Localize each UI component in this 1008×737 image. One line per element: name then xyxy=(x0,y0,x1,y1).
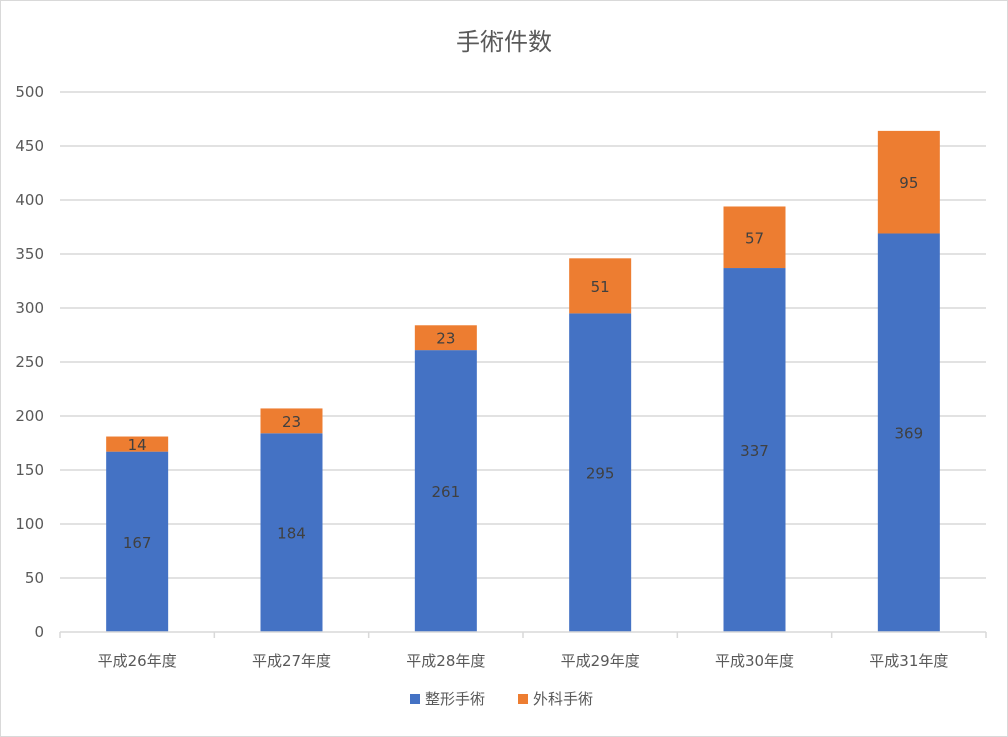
chart-title: 手術件数 xyxy=(456,28,552,56)
bar-segment-series-1 xyxy=(877,233,940,633)
bar-segment-series-1 xyxy=(569,313,632,632)
data-label: 51 xyxy=(591,278,610,296)
bar-segment-series-2 xyxy=(723,206,786,269)
bar-segment-series-1 xyxy=(414,350,477,632)
bar-segment-series-1 xyxy=(106,451,169,632)
data-label: 337 xyxy=(740,442,769,460)
legend-label: 外科手術 xyxy=(533,690,593,708)
bar-segment-series-1 xyxy=(723,268,786,632)
data-label: 57 xyxy=(745,229,764,247)
bar-segment-series-2 xyxy=(414,325,477,351)
legend-label: 整形手術 xyxy=(425,690,485,708)
data-label: 295 xyxy=(586,465,615,483)
y-tick-label: 500 xyxy=(15,83,44,101)
data-label: 184 xyxy=(277,525,306,543)
bar-segment-series-2 xyxy=(877,130,940,234)
data-label: 23 xyxy=(282,413,301,431)
y-tick-label: 300 xyxy=(15,299,44,317)
y-tick-label: 50 xyxy=(25,569,44,587)
y-tick-label: 450 xyxy=(15,137,44,155)
y-tick-label: 0 xyxy=(34,623,44,641)
grid-lines xyxy=(60,91,986,579)
x-category-label: 平成29年度 xyxy=(561,652,640,670)
bar-segment-series-2 xyxy=(260,408,323,434)
y-tick-label: 250 xyxy=(15,353,44,371)
data-label: 369 xyxy=(895,425,924,443)
data-label: 261 xyxy=(432,483,461,501)
legend-swatch xyxy=(518,694,528,704)
y-tick-label: 400 xyxy=(15,191,44,209)
x-category-label: 平成28年度 xyxy=(406,652,485,670)
data-label: 167 xyxy=(123,534,152,552)
bar-segment-series-2 xyxy=(106,436,169,452)
x-category-label: 平成30年度 xyxy=(715,652,794,670)
data-label: 14 xyxy=(128,436,147,454)
x-category-label: 平成26年度 xyxy=(98,652,177,670)
y-tick-label: 150 xyxy=(15,461,44,479)
bar-segment-series-2 xyxy=(569,258,632,314)
data-labels: 167 14 184 23 261 23 295 51 337 57 369 95 xyxy=(123,174,923,552)
y-tick-label: 200 xyxy=(15,407,44,425)
legend: 整形手術 外科手術 xyxy=(410,690,593,708)
x-category-label: 平成31年度 xyxy=(869,652,948,670)
bar-segment-series-1 xyxy=(260,433,323,632)
data-label: 95 xyxy=(899,174,918,192)
y-axis-ticks: 0 50 100 150 200 250 300 350 400 450 500 xyxy=(15,83,44,641)
bars xyxy=(106,130,940,633)
data-label: 23 xyxy=(436,330,455,348)
y-tick-label: 350 xyxy=(15,245,44,263)
y-tick-label: 100 xyxy=(15,515,44,533)
legend-swatch xyxy=(410,694,420,704)
x-axis: 平成26年度 平成27年度 平成28年度 平成29年度 平成30年度 平成31年度 xyxy=(59,631,987,670)
x-category-label: 平成27年度 xyxy=(252,652,331,670)
